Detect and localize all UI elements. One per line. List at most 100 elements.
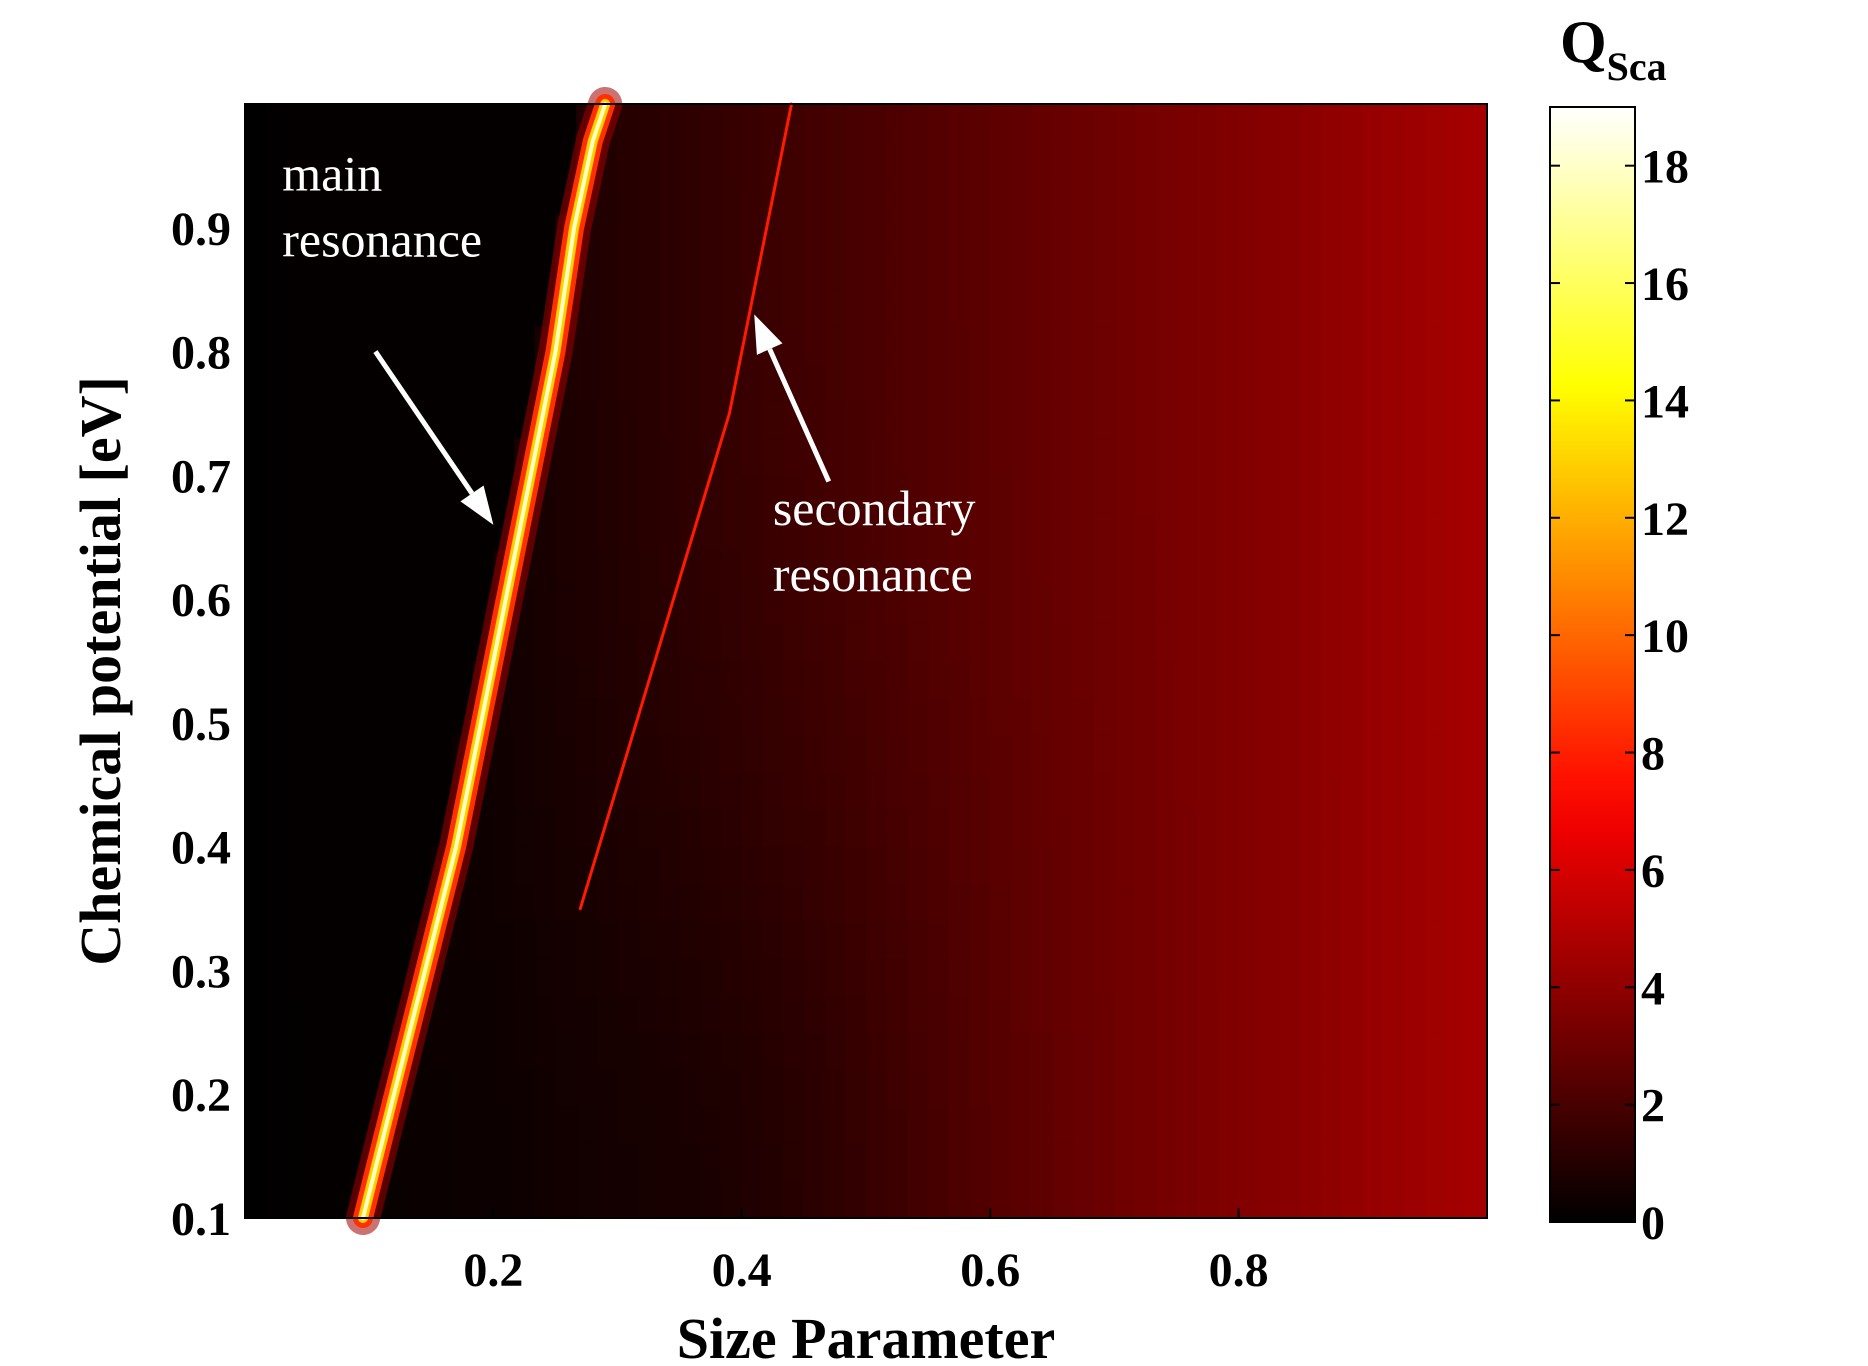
heatmap-cell: [1114, 363, 1136, 402]
heatmap-cell: [1010, 512, 1033, 551]
heatmap-cell: [493, 1032, 515, 1071]
heatmap-cell: [1280, 178, 1302, 216]
heatmap-cell: [596, 846, 619, 885]
heatmap-cell: [845, 215, 867, 254]
heatmap-cell: [1155, 215, 1178, 254]
heatmap-cell: [886, 141, 908, 179]
heatmap-cell: [803, 1106, 826, 1145]
heatmap-cell: [286, 252, 308, 291]
heatmap-cell: [1010, 1143, 1033, 1182]
heatmap-cell: [493, 772, 515, 811]
heatmap-cell: [1445, 401, 1467, 439]
heatmap-cell: [1259, 883, 1281, 922]
heatmap-cell: [948, 883, 971, 922]
heatmap-cell: [969, 995, 991, 1033]
heatmap-cell: [969, 549, 991, 588]
heatmap-cell: [1073, 772, 1095, 811]
heatmap-cell: [534, 995, 557, 1033]
heatmap-cell: [1383, 104, 1405, 142]
heatmap-cell: [700, 326, 722, 365]
heatmap-cell: [948, 438, 971, 476]
heatmap-cell: [741, 1180, 764, 1219]
heatmap-cell: [1404, 401, 1426, 439]
heatmap-cell: [1176, 586, 1198, 625]
heatmap-cell: [596, 326, 619, 365]
heatmap-cell: [721, 661, 743, 699]
heatmap-cell: [1300, 883, 1322, 922]
heatmap-cell: [928, 958, 950, 996]
heatmap-cell: [1362, 252, 1385, 291]
secondary-resonance-line: [578, 102, 793, 911]
colorbar-tick-label: 12: [1641, 493, 1689, 546]
heatmap-cell: [1259, 401, 1281, 439]
heatmap-cell: [1197, 623, 1219, 662]
heatmap-cell: [1259, 363, 1281, 402]
heatmap-cell: [638, 958, 660, 996]
heatmap-cell: [307, 958, 329, 996]
heatmap-cell: [1280, 846, 1302, 885]
heatmap-cell: [1114, 920, 1136, 959]
heatmap-cell: [1383, 252, 1405, 291]
heatmap-cell: [576, 846, 598, 885]
heatmap-cell: [803, 215, 826, 254]
heatmap-cell: [348, 623, 370, 662]
heatmap-cell: [389, 735, 412, 773]
heatmap-cell: [1362, 661, 1385, 699]
heatmap-cell: [1010, 1032, 1033, 1071]
heatmap-cell: [783, 772, 805, 811]
heatmap-cell: [1031, 178, 1053, 216]
heatmap-cell: [1217, 586, 1240, 625]
heatmap-cell: [1031, 252, 1053, 291]
heatmap-cell: [659, 475, 681, 514]
heatmap-cell: [1238, 363, 1260, 402]
heatmap-cell: [1404, 289, 1426, 328]
heatmap-cell: [1238, 883, 1260, 922]
heatmap-cell: [369, 178, 391, 216]
heatmap-cell: [1466, 512, 1488, 551]
heatmap-cell: [1445, 920, 1467, 959]
heatmap-cell: [762, 1069, 784, 1108]
heatmap-cell: [948, 698, 971, 736]
heatmap-cell: [493, 1180, 515, 1219]
heatmap-cell: [245, 401, 267, 439]
heatmap-cell: [1135, 512, 1157, 551]
heatmap-cell: [472, 1032, 494, 1071]
heatmap-cell: [679, 586, 701, 625]
heatmap-cell: [245, 363, 267, 402]
heatmap-cell: [596, 363, 619, 402]
heatmap-cell: [348, 883, 370, 922]
heatmap-cell: [1259, 289, 1281, 328]
heatmap-cell: [389, 326, 412, 365]
heatmap-cell: [1176, 326, 1198, 365]
heatmap-cell: [1010, 215, 1033, 254]
heatmap-cell: [1135, 1106, 1157, 1145]
heatmap-cell: [1362, 809, 1385, 848]
heatmap-cell: [886, 512, 908, 551]
heatmap-cell: [452, 661, 474, 699]
annotation-line: resonance: [773, 546, 973, 602]
heatmap-cell: [1280, 995, 1302, 1033]
heatmap-cell: [866, 661, 888, 699]
heatmap-cell: [286, 995, 308, 1033]
heatmap-cell: [1383, 326, 1405, 365]
heatmap-cell: [948, 512, 971, 551]
heatmap-cell: [948, 252, 971, 291]
heatmap-cell: [576, 1032, 598, 1071]
heatmap-cell: [369, 512, 391, 551]
heatmap-cell: [1052, 809, 1074, 848]
heatmap-cell: [1404, 995, 1426, 1033]
heatmap-cell: [679, 1180, 701, 1219]
heatmap-cell: [1362, 141, 1385, 179]
heatmap-cell: [1073, 623, 1095, 662]
heatmap-cell: [721, 772, 743, 811]
x-axis: 0.2 0.4 0.6 0.8: [463, 1208, 1269, 1297]
heatmap-cell: [969, 141, 991, 179]
heatmap-cell: [307, 252, 329, 291]
heatmap-cell: [514, 883, 536, 922]
heatmap-cell: [410, 475, 432, 514]
heatmap-cell: [1466, 549, 1488, 588]
heatmap-cell: [348, 438, 370, 476]
heatmap-cell: [907, 363, 929, 402]
heatmap-cell: [721, 958, 743, 996]
